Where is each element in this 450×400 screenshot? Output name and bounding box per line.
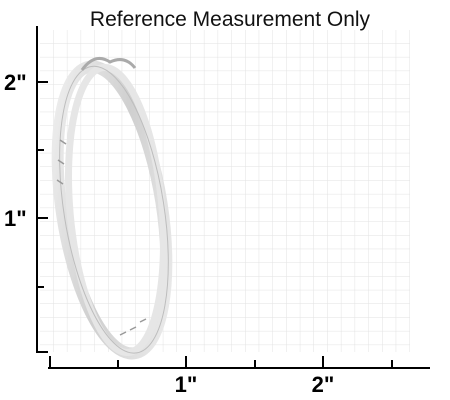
x-label: 2" (312, 372, 335, 397)
y-label: 2" (4, 70, 27, 95)
earring (51, 56, 173, 360)
y-label: 1" (4, 206, 27, 231)
title: Reference Measurement Only (90, 8, 371, 31)
x-label: 1" (175, 372, 198, 397)
grid (40, 30, 410, 352)
